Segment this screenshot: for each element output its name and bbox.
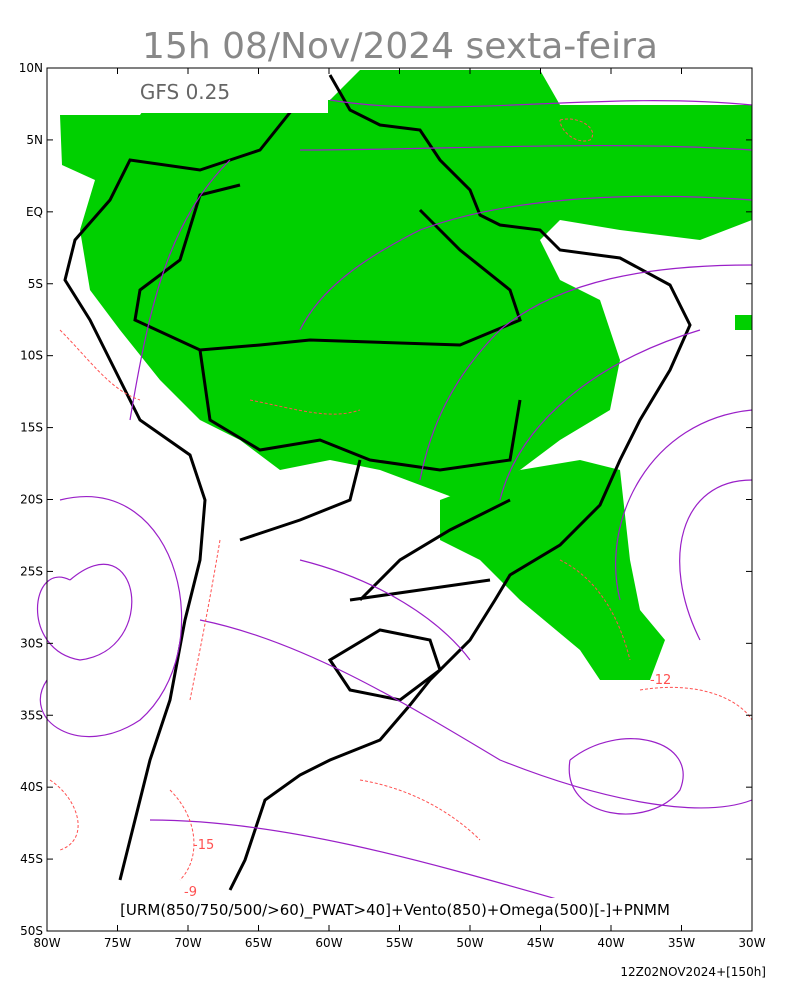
lon-label: 65W — [245, 936, 272, 950]
lon-label: 60W — [315, 936, 342, 950]
streamlines — [37, 99, 753, 901]
contour-label: -15 — [193, 838, 214, 853]
lat-label: 20S — [20, 493, 43, 507]
lat-label: EQ — [26, 205, 43, 219]
lat-label: 10N — [19, 61, 43, 75]
lon-label: 50W — [456, 936, 483, 950]
moisture-area — [60, 70, 752, 680]
contour-label: -12 — [650, 673, 671, 688]
lon-label: 55W — [386, 936, 413, 950]
lat-label: 5N — [26, 133, 43, 147]
lat-label: 10S — [20, 349, 43, 363]
lon-label: 75W — [104, 936, 131, 950]
lat-label: 45S — [20, 852, 43, 866]
lat-label: 35S — [20, 708, 43, 722]
omega-contours — [49, 118, 753, 881]
lat-label: 40S — [20, 780, 43, 794]
map-title: 15h 08/Nov/2024 sexta-feira — [142, 26, 658, 67]
lon-label: 30W — [738, 936, 765, 950]
lon-label: 45W — [527, 936, 554, 950]
lon-label: 70W — [174, 936, 201, 950]
lon-label: 35W — [668, 936, 695, 950]
lat-label: 30S — [20, 636, 43, 650]
coastline — [63, 74, 692, 891]
lon-label: 80W — [33, 936, 60, 950]
model-box — [48, 69, 328, 113]
lat-label: 25S — [20, 564, 43, 578]
lat-label: 15S — [20, 421, 43, 435]
model-label: GFS 0.25 — [140, 80, 230, 104]
footer: 12Z02NOV2024+[150h] — [620, 965, 766, 979]
lat-label: 5S — [28, 277, 43, 291]
lon-label: 40W — [597, 936, 624, 950]
lat-label: 50S — [20, 924, 43, 938]
legend-text: [URM(850/750/500/>60)_PWAT>40]+Vento(850… — [120, 901, 670, 920]
contour-label: -9 — [184, 885, 197, 900]
legend-box — [58, 898, 738, 920]
